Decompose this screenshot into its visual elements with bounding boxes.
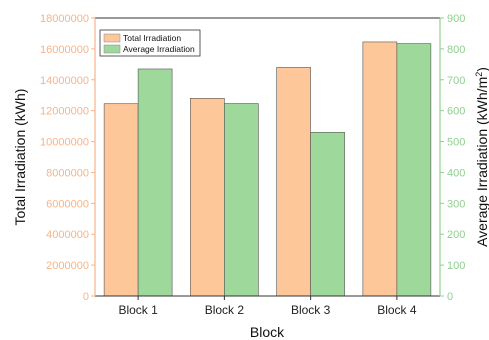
left-tick-label: 16000000 xyxy=(40,44,89,56)
legend-label-total: Total Irradiation xyxy=(123,33,181,43)
bars-group xyxy=(103,41,432,297)
right-tick-label: 200 xyxy=(447,229,465,241)
right-tick-label: 100 xyxy=(447,260,465,272)
right-tick-label: 500 xyxy=(447,137,465,149)
x-tick-label: Block 3 xyxy=(291,303,331,317)
left-tick-label: 6000000 xyxy=(46,198,89,210)
left-tick-label: 10000000 xyxy=(40,137,89,149)
left-tick-label: 18000000 xyxy=(40,13,89,25)
x-tick-label: Block 2 xyxy=(205,303,245,317)
legend: Total Irradiation Average Irradiation xyxy=(99,29,201,57)
left-tick-label: 0 xyxy=(83,291,89,303)
right-tick-label: 400 xyxy=(447,167,465,179)
bar-average-4 xyxy=(396,43,432,297)
right-tick-label: 800 xyxy=(447,44,465,56)
x-tick-label: Block 1 xyxy=(118,303,158,317)
left-axis-title: Total Irradiation (kWh) xyxy=(12,89,28,226)
right-tick-label: 900 xyxy=(447,13,465,25)
right-tick-label: 600 xyxy=(447,106,465,118)
bar-total-1 xyxy=(103,103,139,297)
left-tick-label: 2000000 xyxy=(46,260,89,272)
legend-label-average: Average Irradiation xyxy=(123,44,195,54)
bar-average-2 xyxy=(224,103,259,297)
right-tick-label: 700 xyxy=(447,75,465,87)
right-tick-label: 0 xyxy=(447,291,453,303)
right-axis-title-base: Average Irradiation (kWh/m xyxy=(474,77,489,247)
bar-total-4 xyxy=(362,41,398,297)
legend-swatch-total xyxy=(103,33,121,43)
left-tick-label: 12000000 xyxy=(40,106,89,118)
right-tick-label: 300 xyxy=(447,198,465,210)
x-axis-ticks: Block 1 Block 2 Block 3 Block 4 xyxy=(118,296,417,317)
bar-average-1 xyxy=(137,68,173,297)
right-axis-title-tail: ) xyxy=(474,67,489,72)
right-axis-ticks: 0 100 200 300 400 500 600 700 800 900 xyxy=(440,13,465,303)
legend-swatch-average xyxy=(103,44,121,54)
left-tick-label: 8000000 xyxy=(46,167,89,179)
bar-total-3 xyxy=(276,67,311,297)
x-tick-label: Block 4 xyxy=(377,303,417,317)
right-axis-title: Average Irradiation (kWh/m2) xyxy=(474,67,489,247)
x-axis-title: Block xyxy=(250,324,285,340)
left-tick-label: 4000000 xyxy=(46,229,89,241)
left-axis-ticks: 0 2000000 4000000 6000000 8000000 10000000 120… xyxy=(40,13,95,303)
left-tick-label: 14000000 xyxy=(40,75,89,87)
right-axis-title-sup: 2 xyxy=(474,72,484,77)
bar-total-2 xyxy=(190,98,225,297)
bar-average-3 xyxy=(310,131,345,297)
